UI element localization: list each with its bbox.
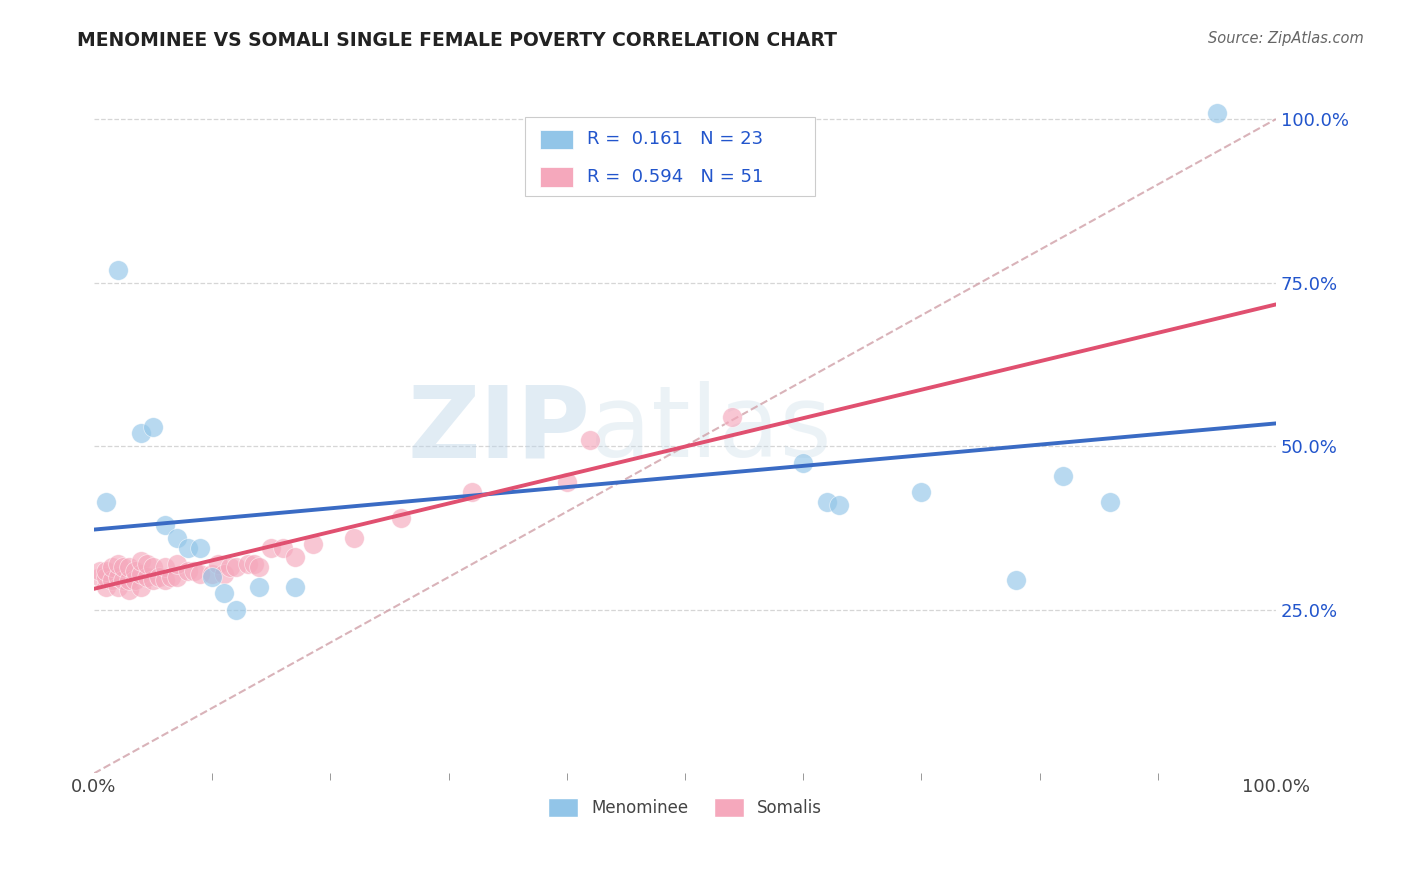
Point <box>815 495 838 509</box>
Point <box>153 517 176 532</box>
Point <box>201 566 224 581</box>
Point <box>188 541 211 555</box>
Point <box>271 541 294 555</box>
Point <box>112 560 135 574</box>
Point <box>343 531 366 545</box>
Point <box>94 495 117 509</box>
Point <box>555 475 578 490</box>
Point <box>153 560 176 574</box>
Text: ZIP: ZIP <box>408 382 591 478</box>
Point <box>177 564 200 578</box>
Point <box>148 570 170 584</box>
FancyBboxPatch shape <box>526 117 815 196</box>
Text: R =  0.161   N = 23: R = 0.161 N = 23 <box>586 130 763 148</box>
Point <box>792 456 814 470</box>
Point <box>159 570 181 584</box>
Point <box>124 574 146 588</box>
Point <box>166 570 188 584</box>
Point <box>1205 105 1227 120</box>
Point <box>212 586 235 600</box>
Point <box>301 537 323 551</box>
Point <box>188 566 211 581</box>
Legend: Menominee, Somalis: Menominee, Somalis <box>541 791 828 823</box>
Point <box>218 560 240 574</box>
Point <box>107 557 129 571</box>
Point <box>284 550 307 565</box>
Point <box>89 570 111 584</box>
Point <box>107 580 129 594</box>
Point <box>225 560 247 574</box>
Point <box>136 570 159 584</box>
Point <box>166 557 188 571</box>
Point <box>107 262 129 277</box>
Point <box>166 531 188 545</box>
Point <box>249 580 271 594</box>
Point <box>142 419 165 434</box>
Point <box>89 564 111 578</box>
Point <box>129 554 152 568</box>
Point <box>721 409 744 424</box>
Point <box>225 603 247 617</box>
Point <box>112 574 135 588</box>
Point <box>94 580 117 594</box>
Point <box>236 557 259 571</box>
Point <box>107 570 129 584</box>
Point <box>1005 574 1028 588</box>
Text: R =  0.594   N = 51: R = 0.594 N = 51 <box>586 168 763 186</box>
Point <box>207 557 229 571</box>
Point <box>94 564 117 578</box>
Point <box>118 560 141 574</box>
Point <box>129 580 152 594</box>
Text: MENOMINEE VS SOMALI SINGLE FEMALE POVERTY CORRELATION CHART: MENOMINEE VS SOMALI SINGLE FEMALE POVERT… <box>77 31 838 50</box>
Point <box>260 541 283 555</box>
Text: atlas: atlas <box>591 382 832 478</box>
Point <box>177 541 200 555</box>
Point <box>1052 468 1074 483</box>
Point <box>827 498 849 512</box>
Point <box>129 426 152 441</box>
Point <box>579 433 602 447</box>
Point <box>118 583 141 598</box>
Point <box>910 485 932 500</box>
Point <box>100 574 122 588</box>
Point <box>201 570 224 584</box>
Point <box>284 580 307 594</box>
FancyBboxPatch shape <box>540 129 572 149</box>
Point <box>129 566 152 581</box>
Point <box>94 570 117 584</box>
Point <box>118 574 141 588</box>
Text: Source: ZipAtlas.com: Source: ZipAtlas.com <box>1208 31 1364 46</box>
Point <box>389 511 412 525</box>
Point <box>461 485 484 500</box>
Point <box>142 560 165 574</box>
Point <box>249 560 271 574</box>
FancyBboxPatch shape <box>540 168 572 186</box>
Point <box>153 574 176 588</box>
Point <box>1099 495 1122 509</box>
Point <box>183 564 205 578</box>
Point <box>124 564 146 578</box>
Point <box>212 566 235 581</box>
Point <box>100 560 122 574</box>
Point <box>242 557 264 571</box>
Point <box>142 574 165 588</box>
Point <box>136 557 159 571</box>
